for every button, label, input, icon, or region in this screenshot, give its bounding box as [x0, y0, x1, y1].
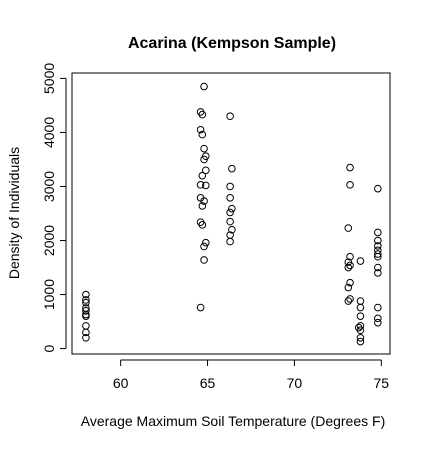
data-point	[346, 181, 354, 189]
data-point	[200, 242, 208, 251]
x-axis-label: Average Maximum Soil Temperature (Degree…	[81, 413, 386, 429]
data-point	[198, 202, 207, 210]
data-point	[82, 296, 90, 304]
data-point	[374, 303, 382, 312]
x-tick-label: 65	[200, 375, 216, 391]
data-points	[82, 82, 382, 346]
data-point	[196, 125, 205, 134]
data-point	[82, 290, 90, 299]
data-point	[198, 171, 207, 180]
x-tick-label: 75	[374, 375, 390, 391]
data-point	[374, 250, 382, 258]
data-point	[200, 82, 208, 91]
data-point	[344, 224, 353, 232]
data-point	[356, 337, 365, 346]
data-point	[198, 221, 207, 229]
data-point	[344, 263, 353, 272]
data-point	[356, 322, 365, 330]
data-point	[228, 164, 236, 173]
data-point	[202, 166, 210, 175]
x-axis: 60 65 70 75	[113, 359, 390, 391]
data-point	[374, 242, 382, 250]
data-point	[196, 181, 205, 189]
data-point	[82, 298, 90, 307]
data-point	[228, 204, 236, 213]
y-tick-label: 1000	[41, 279, 57, 310]
data-point	[196, 303, 205, 312]
data-point	[374, 269, 382, 277]
y-tick-label: 2000	[41, 225, 57, 256]
x-tick-label: 60	[113, 375, 129, 391]
data-point	[200, 197, 208, 205]
data-point	[82, 328, 90, 337]
data-point	[374, 252, 382, 261]
data-point	[374, 263, 382, 272]
data-point	[346, 252, 354, 261]
data-point	[226, 112, 234, 121]
data-point	[374, 184, 382, 193]
data-point	[346, 261, 354, 270]
data-point	[374, 318, 382, 327]
data-point	[200, 155, 208, 164]
data-point	[356, 257, 365, 265]
data-point	[374, 228, 382, 237]
data-point	[356, 297, 365, 305]
data-point	[82, 306, 90, 315]
y-axis: 0 1000 2000 3000 4000 5000	[41, 63, 67, 352]
data-point	[374, 236, 382, 245]
data-point	[346, 163, 354, 172]
data-point	[344, 283, 353, 292]
data-point	[374, 314, 382, 323]
x-tick-label: 70	[287, 375, 303, 391]
data-point	[226, 194, 234, 202]
data-point	[202, 181, 210, 190]
data-point	[228, 225, 236, 234]
data-point	[226, 182, 234, 191]
data-point	[82, 312, 90, 320]
y-tick-label: 4000	[41, 117, 57, 148]
data-point	[346, 295, 354, 303]
plot-frame	[71, 72, 391, 355]
data-point	[82, 333, 90, 342]
data-point	[356, 312, 365, 320]
data-point	[226, 208, 234, 217]
data-point	[198, 130, 207, 139]
data-point	[200, 256, 208, 264]
y-tick-label: 5000	[41, 63, 57, 94]
data-point	[226, 237, 234, 246]
data-point	[356, 333, 365, 342]
data-point	[344, 297, 353, 305]
y-axis-label: Density of Individuals	[6, 147, 22, 279]
data-point	[198, 110, 207, 119]
y-tick-label: 0	[41, 344, 57, 352]
data-point	[200, 144, 208, 153]
data-point	[356, 303, 365, 312]
y-tick-label: 3000	[41, 171, 57, 202]
data-point	[226, 217, 234, 226]
data-point	[356, 326, 365, 335]
chart-title: Acarina (Kempson Sample)	[128, 35, 336, 52]
data-point	[82, 322, 90, 330]
data-point	[346, 278, 354, 287]
data-point	[202, 238, 210, 247]
